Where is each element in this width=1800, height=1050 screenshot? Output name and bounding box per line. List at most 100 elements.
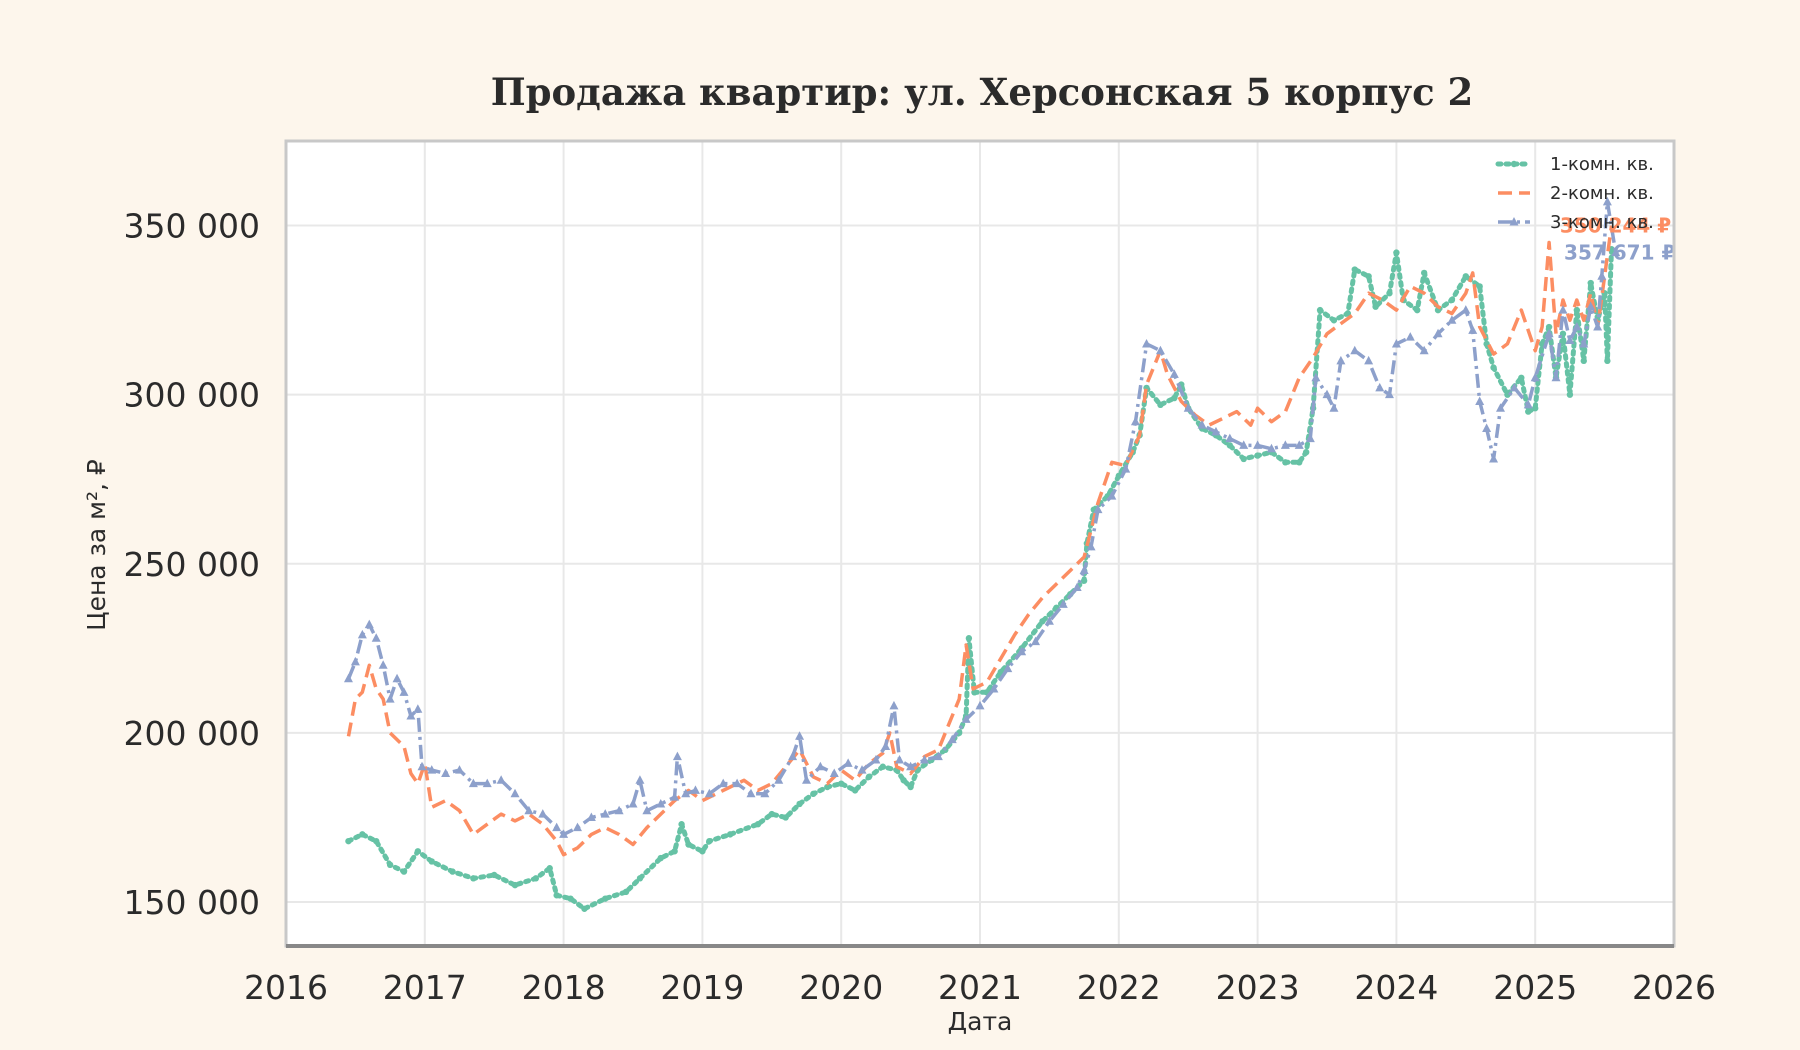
data-point-s3 [672, 751, 682, 761]
x-axis-label: Дата [948, 1007, 1013, 1036]
data-point-s3 [1551, 372, 1561, 382]
data-point-s3 [1350, 345, 1360, 355]
data-point-s1 [1448, 296, 1456, 304]
data-point-s3 [788, 751, 798, 761]
legend-marker-s3 [1509, 217, 1519, 226]
data-point-s3 [906, 761, 916, 771]
data-point-s3 [1384, 389, 1394, 399]
data-point-s1 [810, 790, 817, 797]
data-point-s3 [1558, 305, 1568, 314]
data-point-s3 [989, 683, 999, 693]
data-point-s3 [1489, 453, 1499, 463]
data-point-s1 [1254, 452, 1261, 459]
data-point-s3 [1375, 382, 1385, 392]
data-point-s3 [559, 829, 569, 838]
data-point-s3 [600, 809, 610, 818]
y-tick-label: 150 000 [124, 883, 260, 922]
x-tick-label: 2026 [1632, 968, 1716, 1007]
x-tick-label: 2020 [799, 968, 883, 1007]
data-point-s1 [1039, 618, 1046, 625]
data-point-s3 [642, 805, 652, 815]
data-point-s3 [1447, 315, 1457, 324]
data-point-s3 [1530, 372, 1540, 382]
data-point-s3 [681, 788, 691, 798]
legend-label-s1: 1-комн. кв. [1550, 154, 1654, 175]
data-point-s1 [470, 875, 477, 882]
data-point-s1 [838, 780, 845, 787]
data-point-s3 [795, 731, 805, 740]
data-point-s3 [919, 754, 929, 764]
x-tick-label: 2019 [660, 968, 744, 1007]
data-point-s3 [1364, 355, 1374, 365]
data-point-s3 [343, 673, 353, 683]
data-point-s1 [567, 895, 574, 902]
data-point-s3 [1405, 332, 1415, 341]
data-point-s1 [1282, 459, 1289, 466]
data-point-s1 [1490, 364, 1497, 371]
data-point-s3 [538, 809, 548, 818]
data-point-s3 [1253, 440, 1263, 449]
data-point-s3 [1044, 616, 1054, 625]
data-point-s1 [879, 763, 887, 770]
x-tick-label: 2017 [383, 968, 467, 1007]
x-tick-labels: 2016 2017 2018 2019 2020 2021 2022 2023 2024 2025… [244, 968, 1716, 1007]
data-point-s1 [345, 837, 352, 845]
x-tick-label: 2021 [938, 968, 1022, 1007]
data-point-s3 [357, 629, 367, 639]
data-point-s3 [1496, 403, 1505, 412]
data-point-s3 [427, 765, 437, 774]
data-point-s3 [1239, 440, 1249, 449]
data-point-s1 [1545, 323, 1553, 331]
data-point-s3 [628, 798, 638, 808]
data-point-s3 [1322, 389, 1332, 399]
data-point-s3 [468, 778, 478, 788]
data-point-s3 [871, 754, 881, 764]
data-point-s1 [1351, 266, 1358, 273]
data-point-s3 [1461, 305, 1471, 314]
data-point-s3 [413, 704, 423, 713]
data-point-s3 [1266, 443, 1276, 453]
data-point-s3 [1611, 247, 1621, 257]
data-point-s3 [1079, 565, 1089, 575]
data-point-s1 [824, 783, 831, 791]
data-point-s3 [1336, 355, 1346, 365]
data-point-s3 [718, 778, 728, 788]
y-tick-label: 300 000 [124, 376, 260, 415]
x-tick-label: 2022 [1077, 968, 1161, 1007]
data-point-s3 [614, 805, 624, 815]
data-point-s1 [1604, 357, 1611, 365]
data-point-s1 [491, 871, 498, 879]
data-point-s3 [1003, 663, 1013, 673]
data-point-s3 [1602, 196, 1612, 206]
data-point-s3 [670, 792, 680, 801]
data-point-s3 [441, 768, 451, 777]
data-point-s3 [1031, 636, 1041, 646]
data-point-s3 [1329, 403, 1339, 412]
data-point-s3 [1058, 599, 1068, 608]
data-point-s3 [829, 768, 839, 777]
data-point-s1 [865, 773, 873, 781]
data-point-s3 [510, 788, 520, 798]
data-point-s3 [1107, 491, 1117, 500]
data-point-s3 [1142, 338, 1152, 348]
legend-label-s3: 3-комн. кв. [1550, 212, 1654, 233]
data-point-s1 [1393, 249, 1400, 256]
data-point-s3 [1155, 345, 1165, 355]
data-point-s3 [1280, 440, 1290, 449]
data-point-s3 [1482, 423, 1492, 432]
data-point-s1 [1171, 394, 1178, 402]
legend: 1-комн. кв. 2-комн. кв. 3-комн. кв. [1495, 154, 1654, 233]
data-point-s3 [746, 788, 756, 798]
data-point-s3 [889, 700, 899, 710]
data-point-s3 [1572, 322, 1582, 331]
y-tick-label: 350 000 [124, 207, 260, 246]
data-point-s1 [1365, 273, 1372, 280]
data-point-s3 [399, 687, 409, 696]
data-point-s1 [400, 868, 408, 875]
end-labels: 350 244 ₽ 357 671 ₽ [1560, 214, 1676, 265]
data-point-s3 [1294, 440, 1304, 449]
data-point-s1 [636, 875, 644, 882]
data-point-s3 [947, 734, 957, 744]
data-point-s3 [406, 711, 416, 720]
